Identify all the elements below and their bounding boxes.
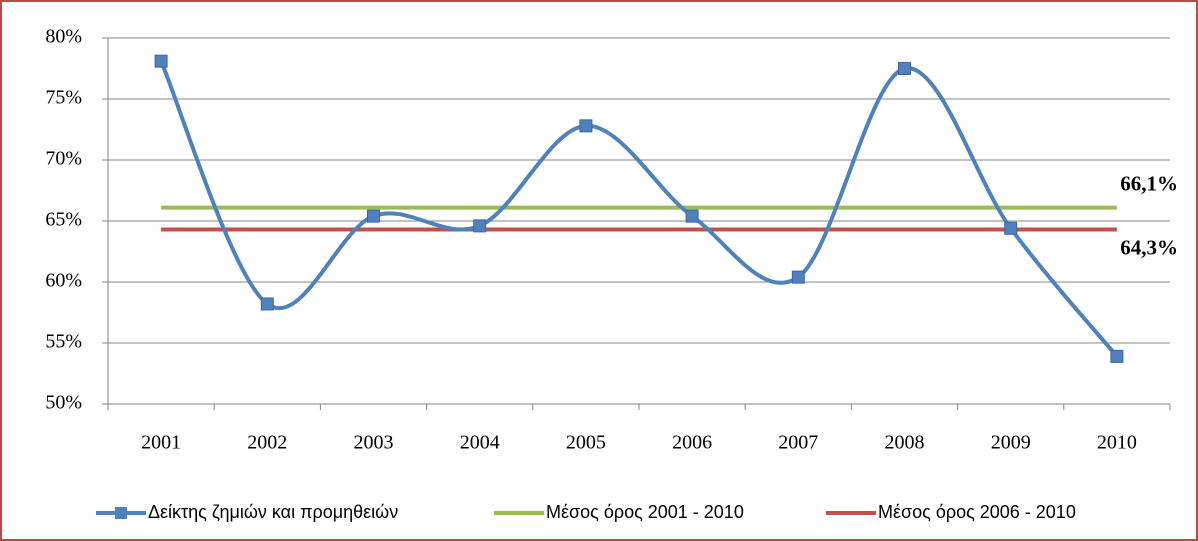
x-tick-label: 2008 xyxy=(885,432,925,454)
marker xyxy=(898,62,911,75)
data-label: 66,1% xyxy=(1120,171,1178,195)
marker xyxy=(260,297,274,311)
marker xyxy=(685,209,699,223)
x-tick-label: 2002 xyxy=(247,432,287,454)
y-tick-label: 70% xyxy=(45,148,82,170)
y-tick-label: 80% xyxy=(45,26,82,48)
marker xyxy=(367,209,380,223)
marker xyxy=(1110,349,1124,363)
y-tick-label: 55% xyxy=(45,331,82,353)
x-tick-label: 2004 xyxy=(460,432,500,454)
legend-label: Μέσος όρος 2006 - 2010 xyxy=(878,502,1076,522)
x-tick-label: 2009 xyxy=(991,432,1031,454)
y-tick-label: 75% xyxy=(45,87,82,109)
x-tick-label: 2003 xyxy=(354,432,394,454)
x-tick-label: 2006 xyxy=(672,432,712,454)
x-tick-label: 2001 xyxy=(141,432,181,454)
legend-label: Μέσος όρος 2001 - 2010 xyxy=(546,502,744,522)
marker xyxy=(579,119,593,133)
x-tick-label: 2010 xyxy=(1097,432,1137,454)
y-tick-label: 65% xyxy=(45,209,82,231)
y-tick-label: 50% xyxy=(45,392,82,414)
data-label: 64,3% xyxy=(1120,235,1178,259)
x-tick-label: 2005 xyxy=(566,432,606,454)
series-line xyxy=(159,60,1119,358)
marker xyxy=(473,219,487,233)
marker xyxy=(791,270,805,284)
marker xyxy=(154,54,168,68)
y-tick-label: 60% xyxy=(45,270,82,292)
legend-marker xyxy=(115,507,127,519)
legend-label: Δείκτης ζημιών και προμηθειών xyxy=(148,502,398,522)
marker xyxy=(1004,221,1018,235)
x-tick-label: 2007 xyxy=(778,432,818,454)
